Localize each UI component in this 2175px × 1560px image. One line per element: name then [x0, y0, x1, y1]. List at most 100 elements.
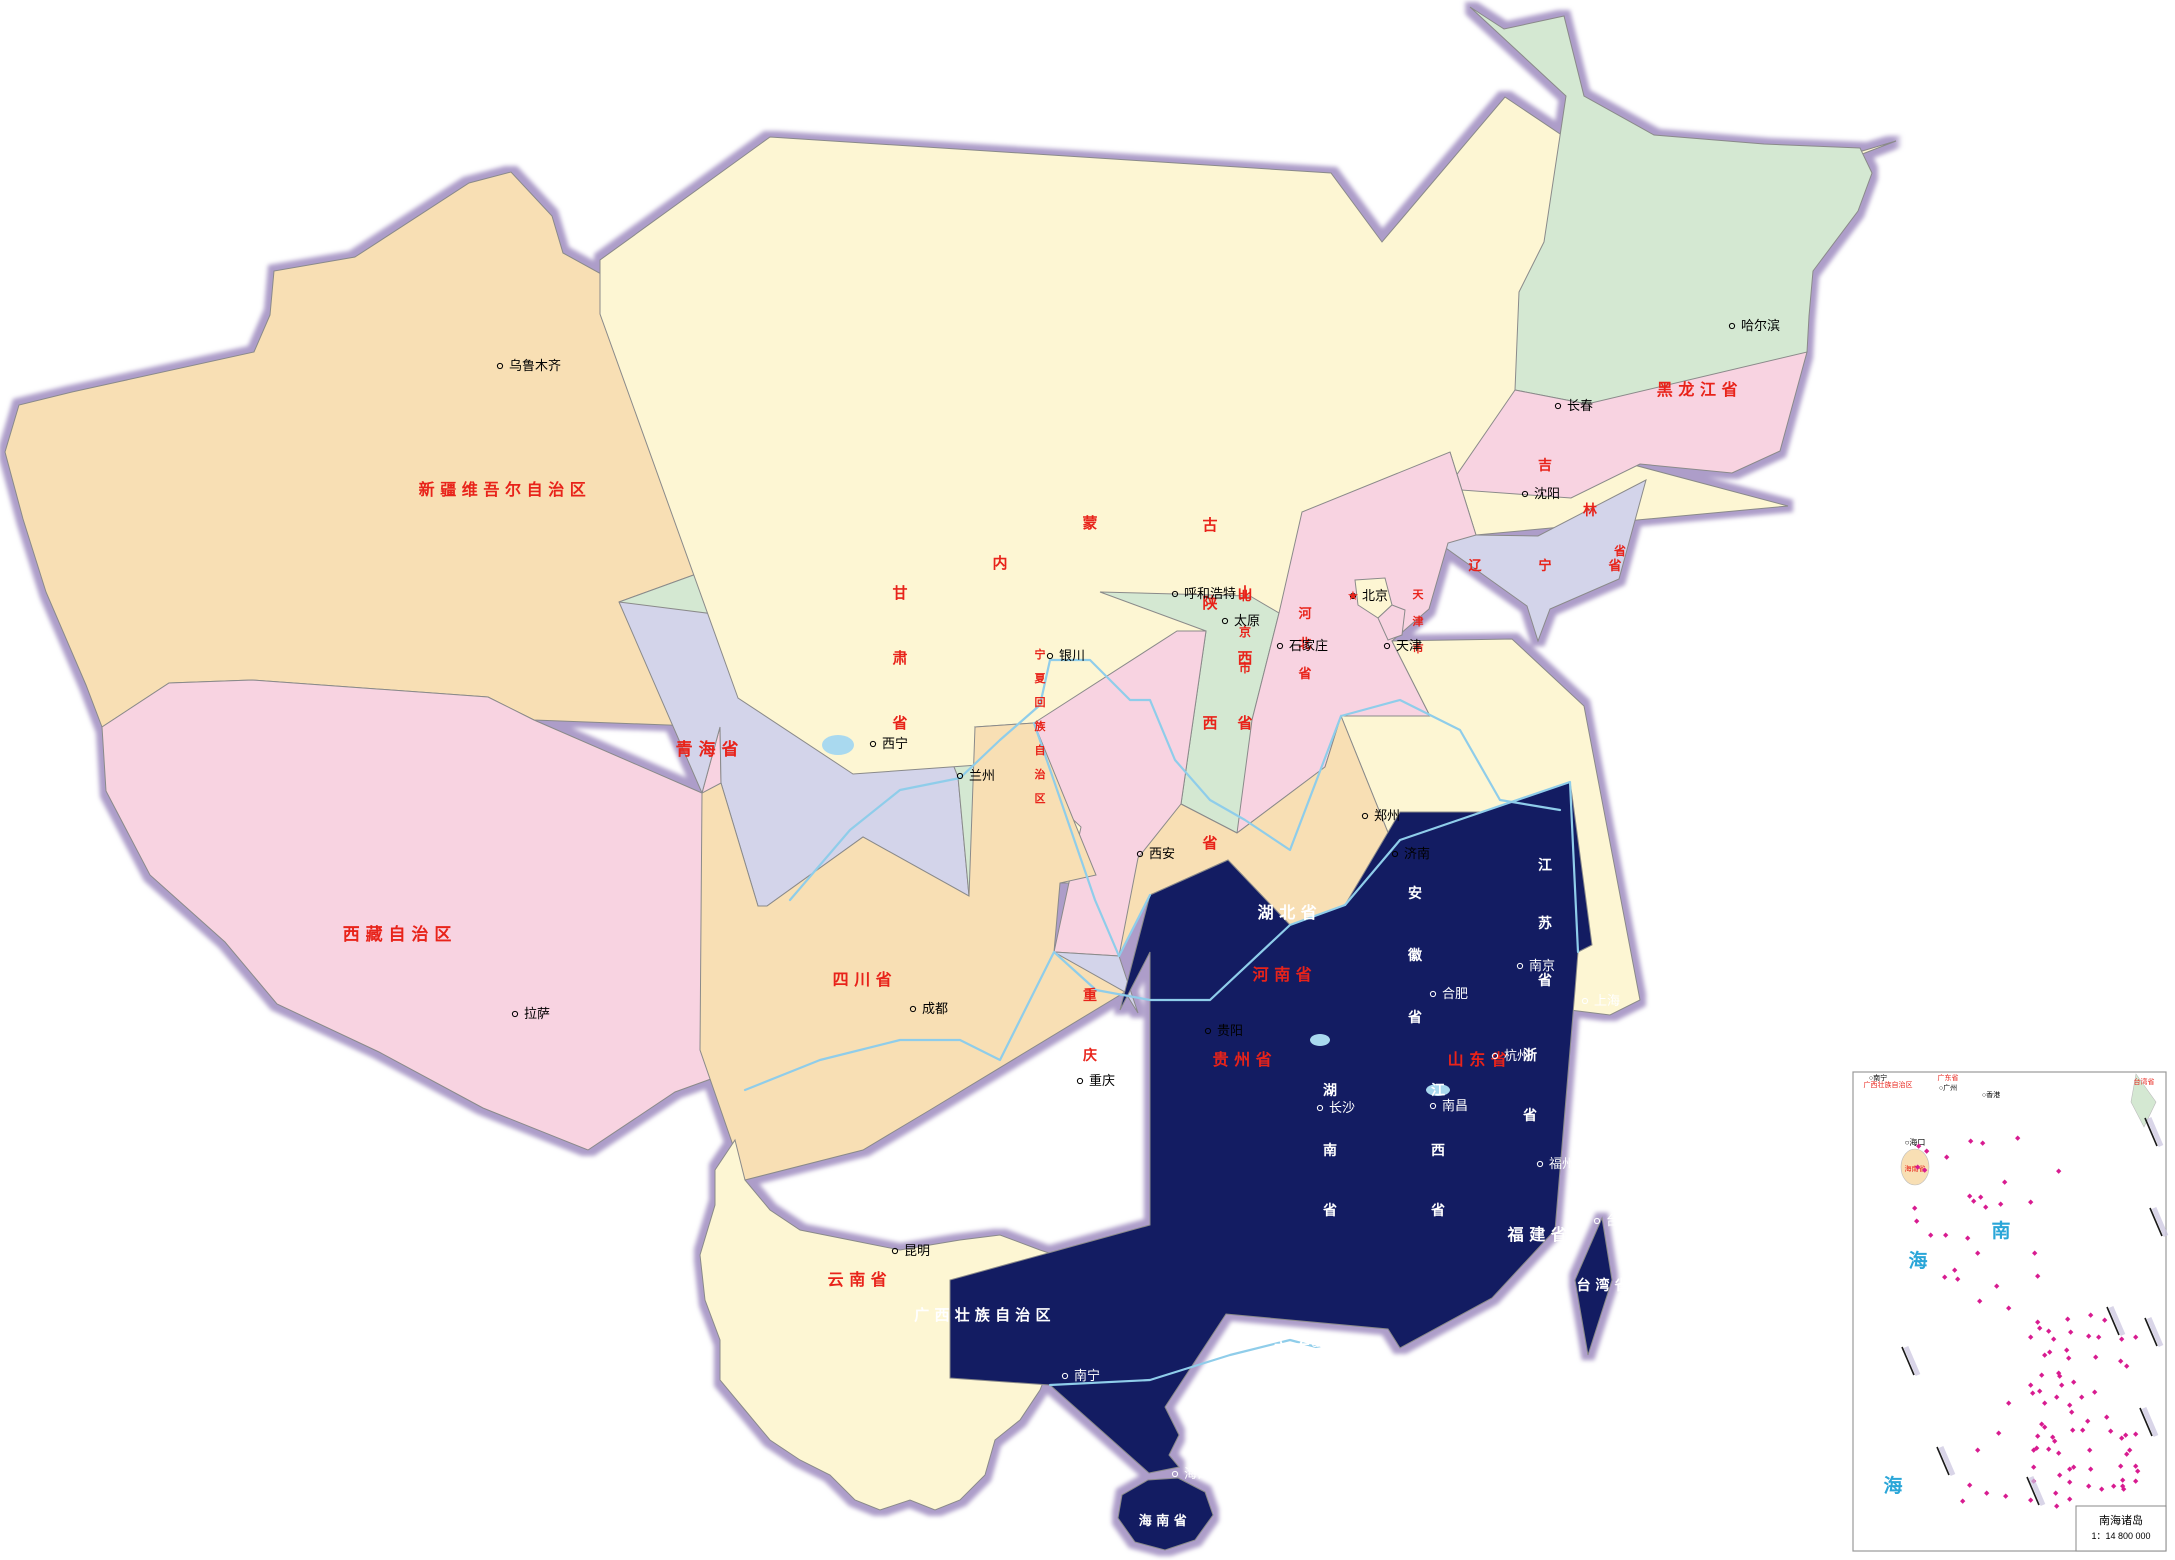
svg-text:◆: ◆	[2093, 1354, 2099, 1361]
svg-text:◆: ◆	[1944, 1154, 1950, 1161]
svg-text:沈阳: 沈阳	[1534, 486, 1560, 501]
svg-text:云南省: 云南省	[828, 1270, 893, 1289]
svg-text:◆: ◆	[1965, 1235, 1971, 1242]
svg-text:河: 河	[1298, 606, 1311, 621]
svg-text:◆: ◆	[2120, 1483, 2126, 1490]
svg-text:蒙: 蒙	[1082, 514, 1097, 532]
svg-text:西: 西	[1202, 715, 1217, 732]
svg-text:◆: ◆	[2124, 1363, 2130, 1370]
svg-text:天津: 天津	[1396, 638, 1422, 653]
svg-text:◆: ◆	[2035, 1273, 2041, 1280]
svg-text:◆: ◆	[2056, 1168, 2062, 1175]
svg-text:◆: ◆	[2057, 1472, 2063, 1479]
svg-text:新疆维吾尔自治区: 新疆维吾尔自治区	[419, 480, 592, 499]
svg-text:省: 省	[1522, 1107, 1537, 1123]
svg-text:南宁: 南宁	[1074, 1368, 1100, 1383]
svg-text:★: ★	[1347, 588, 1359, 603]
svg-text:省: 省	[1607, 558, 1621, 573]
svg-text:◆: ◆	[2056, 1450, 2062, 1457]
svg-text:治: 治	[1035, 767, 1046, 781]
svg-text:◆: ◆	[2057, 1373, 2063, 1380]
svg-text:石家庄: 石家庄	[1289, 638, 1328, 653]
svg-text:◆: ◆	[2111, 1483, 2117, 1490]
svg-text:○香港: ○香港	[1982, 1090, 2000, 1099]
svg-text:◆: ◆	[2067, 1496, 2073, 1503]
svg-text:◆: ◆	[2102, 1317, 2108, 1324]
svg-text:辽: 辽	[1468, 558, 1482, 573]
svg-text:乌鲁木齐: 乌鲁木齐	[509, 358, 561, 373]
svg-text:◆: ◆	[1994, 1283, 2000, 1290]
svg-text:自: 自	[1035, 743, 1046, 757]
svg-text:◆: ◆	[2065, 1316, 2071, 1323]
svg-text:◆: ◆	[2086, 1483, 2092, 1490]
svg-text:南昌: 南昌	[1442, 1098, 1468, 1113]
svg-text:◆: ◆	[2006, 1305, 2012, 1312]
svg-text:◆: ◆	[2133, 1431, 2139, 1438]
svg-text:◆: ◆	[2028, 1199, 2034, 1206]
svg-text:海: 海	[1908, 1249, 1927, 1272]
svg-text:南海诸岛: 南海诸岛	[2099, 1513, 2143, 1527]
svg-text:上海: 上海	[1594, 993, 1620, 1008]
svg-text:广东省: 广东省	[1938, 1073, 1959, 1082]
svg-text:◆: ◆	[1943, 1232, 1949, 1239]
svg-text:◆: ◆	[1912, 1205, 1918, 1212]
svg-text:◆: ◆	[2086, 1333, 2092, 1340]
svg-text:广西壮族自治区: 广西壮族自治区	[914, 1306, 1055, 1324]
svg-text:◆: ◆	[2046, 1328, 2052, 1335]
svg-text:◆: ◆	[1960, 1498, 1966, 1505]
svg-text:◆: ◆	[2042, 1400, 2048, 1407]
svg-text:◆: ◆	[1984, 1490, 1990, 1497]
svg-text:省: 省	[1430, 1202, 1445, 1218]
svg-text:◆: ◆	[1914, 1218, 1920, 1225]
svg-text:◆: ◆	[2092, 1389, 2098, 1396]
svg-text:◆: ◆	[2135, 1468, 2141, 1475]
svg-text:天: 天	[1413, 588, 1425, 601]
svg-text:西藏自治区: 西藏自治区	[343, 924, 458, 944]
svg-text:宁: 宁	[1035, 647, 1046, 661]
svg-text:湖北省: 湖北省	[1258, 903, 1323, 922]
svg-text:◆: ◆	[1998, 1201, 2004, 1208]
svg-text:回: 回	[1035, 695, 1046, 709]
svg-text:◆: ◆	[1922, 1167, 1928, 1174]
svg-text:◆: ◆	[2088, 1312, 2094, 1319]
svg-text:◆: ◆	[2035, 1433, 2041, 1440]
svg-text:◆: ◆	[1955, 1276, 1961, 1283]
svg-text:◆: ◆	[2064, 1347, 2070, 1354]
svg-text:西宁: 西宁	[882, 736, 908, 751]
svg-text:济南: 济南	[1404, 846, 1430, 861]
svg-text:◆: ◆	[2119, 1435, 2125, 1442]
svg-text:◆: ◆	[2054, 1503, 2060, 1510]
svg-text:江: 江	[1538, 857, 1552, 873]
svg-text:长春: 长春	[1567, 398, 1593, 413]
svg-text:◆: ◆	[2119, 1336, 2125, 1343]
svg-text:◆: ◆	[2067, 1466, 2073, 1473]
svg-text:杭州: 杭州	[1504, 1048, 1530, 1063]
svg-text:海南省: 海南省	[1139, 1513, 1192, 1528]
svg-text:内: 内	[992, 554, 1007, 572]
svg-text:◆: ◆	[1952, 1267, 1958, 1274]
svg-text:◆: ◆	[1996, 1430, 2002, 1437]
svg-text:黑龙江省: 黑龙江省	[1657, 380, 1743, 399]
svg-text:◆: ◆	[2099, 1486, 2105, 1493]
svg-text:拉萨: 拉萨	[524, 1006, 550, 1021]
svg-text:吉: 吉	[1538, 457, 1552, 473]
svg-text:省: 省	[891, 714, 907, 732]
svg-text:◆: ◆	[2028, 1497, 2034, 1504]
svg-text:省: 省	[1297, 666, 1311, 681]
svg-text:◆: ◆	[2054, 1394, 2060, 1401]
svg-text:◆: ◆	[1968, 1138, 1974, 1145]
svg-text:◆: ◆	[1971, 1198, 1977, 1205]
svg-text:重: 重	[1083, 987, 1097, 1003]
svg-text:◆: ◆	[2087, 1447, 2093, 1454]
svg-text:◆: ◆	[2124, 1451, 2130, 1458]
svg-text:◆: ◆	[2104, 1414, 2110, 1421]
svg-text:市: 市	[1239, 660, 1251, 675]
svg-text:南: 南	[1991, 1220, 2010, 1242]
svg-text:◆: ◆	[1978, 1194, 1984, 1201]
svg-text:◆: ◆	[1980, 1140, 1986, 1147]
svg-text:江: 江	[1431, 1082, 1445, 1098]
svg-text:◆: ◆	[2046, 1446, 2052, 1453]
svg-text:庆: 庆	[1083, 1047, 1097, 1063]
svg-text:◆: ◆	[1983, 1204, 1989, 1211]
svg-text:◆: ◆	[2059, 1382, 2065, 1389]
